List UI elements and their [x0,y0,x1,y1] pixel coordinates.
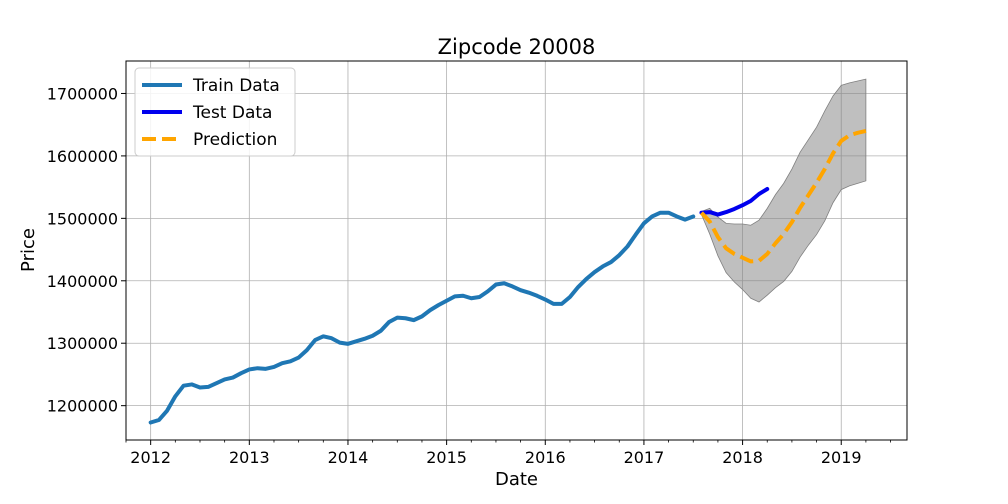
y-tick-label: 1400000 [47,272,118,291]
x-tick-label: 2017 [624,448,665,467]
series-line-test-data [699,187,770,217]
y-axis-title: Price [18,228,39,272]
y-tick-label: 1500000 [47,209,118,228]
y-tick-label: 1300000 [47,334,118,353]
chart-title: Zipcode 20008 [438,35,596,59]
x-tick-label: 2013 [229,448,270,467]
series-layer [148,128,867,425]
confidence-band-layer [701,78,867,303]
legend-label: Train Data [192,76,280,96]
y-axis-ticks: 1200000 1300000 1400000 1500000 1600000 17000… [47,84,126,416]
x-axis-title: Date [495,469,538,490]
legend-box [134,67,296,157]
y-tick-label: 1600000 [47,147,118,166]
y-tick-label: 1200000 [47,397,118,416]
series-line-prediction [700,128,867,264]
legend-items: Train Data Test Data Prediction [142,76,280,150]
legend-label: Test Data [192,103,272,123]
x-axis-ticks: 2012 2013 2014 2015 2016 2017 2018 2019 [125,440,891,467]
x-tick-label: 2019 [821,448,862,467]
y-tick-label: 1700000 [47,84,118,103]
legend-label: Prediction [193,130,277,150]
x-tick-label: 2015 [426,448,467,467]
x-tick-label: 2012 [130,448,171,467]
x-tick-label: 2016 [525,448,566,467]
confidence-band [701,78,867,303]
x-tick-label: 2018 [722,448,763,467]
x-tick-label: 2014 [328,448,369,467]
series-line-train-data [148,210,696,425]
legend: Train Data Test Data Prediction [134,67,296,157]
plot-frame [125,60,908,441]
